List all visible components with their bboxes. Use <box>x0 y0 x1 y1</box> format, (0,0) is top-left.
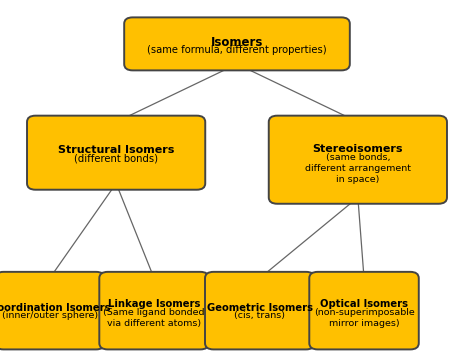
FancyBboxPatch shape <box>27 116 205 190</box>
FancyBboxPatch shape <box>124 17 350 70</box>
Text: (non-superimposable
mirror images): (non-superimposable mirror images) <box>314 307 414 327</box>
FancyBboxPatch shape <box>100 272 209 349</box>
Text: Linkage Isomers: Linkage Isomers <box>108 299 200 309</box>
Text: (Same ligand bonded
via different atoms): (Same ligand bonded via different atoms) <box>103 307 205 327</box>
Text: Coordination Isomers: Coordination Isomers <box>0 303 110 313</box>
Text: (different bonds): (different bonds) <box>74 153 158 164</box>
FancyBboxPatch shape <box>205 272 314 349</box>
Text: (same bonds,
different arrangement
in space): (same bonds, different arrangement in sp… <box>305 153 411 184</box>
Text: Isomers: Isomers <box>211 36 263 49</box>
Text: Geometric Isomers: Geometric Isomers <box>207 303 313 313</box>
Text: Optical Isomers: Optical Isomers <box>320 299 408 309</box>
Text: Structural Isomers: Structural Isomers <box>58 145 174 155</box>
FancyBboxPatch shape <box>0 272 104 349</box>
Text: (cis, trans): (cis, trans) <box>234 311 285 320</box>
FancyBboxPatch shape <box>309 272 419 349</box>
Text: (inner/outer sphere): (inner/outer sphere) <box>2 311 98 320</box>
Text: Stereoisomers: Stereoisomers <box>313 144 403 154</box>
Text: (same formula, different properties): (same formula, different properties) <box>147 45 327 55</box>
FancyBboxPatch shape <box>269 115 447 204</box>
